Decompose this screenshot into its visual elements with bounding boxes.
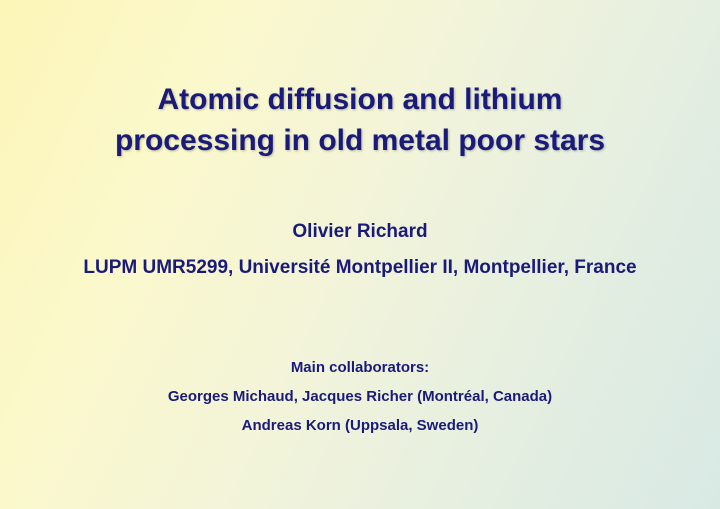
title-line-1: Atomic diffusion and lithium bbox=[158, 83, 563, 116]
collaborators-line-2: Andreas Korn (Uppsala, Sweden) bbox=[242, 417, 479, 434]
author-name: Olivier Richard bbox=[292, 221, 427, 243]
author-affiliation: LUPM UMR5299, Université Montpellier II,… bbox=[83, 257, 636, 279]
title-line-2: processing in old metal poor stars bbox=[115, 124, 605, 157]
title-slide: Atomic diffusion and lithium processing … bbox=[0, 0, 720, 509]
slide-title: Atomic diffusion and lithium processing … bbox=[115, 80, 605, 161]
collaborators-heading: Main collaborators: bbox=[291, 359, 429, 376]
collaborators-line-1: Georges Michaud, Jacques Richer (Montréa… bbox=[168, 388, 552, 405]
